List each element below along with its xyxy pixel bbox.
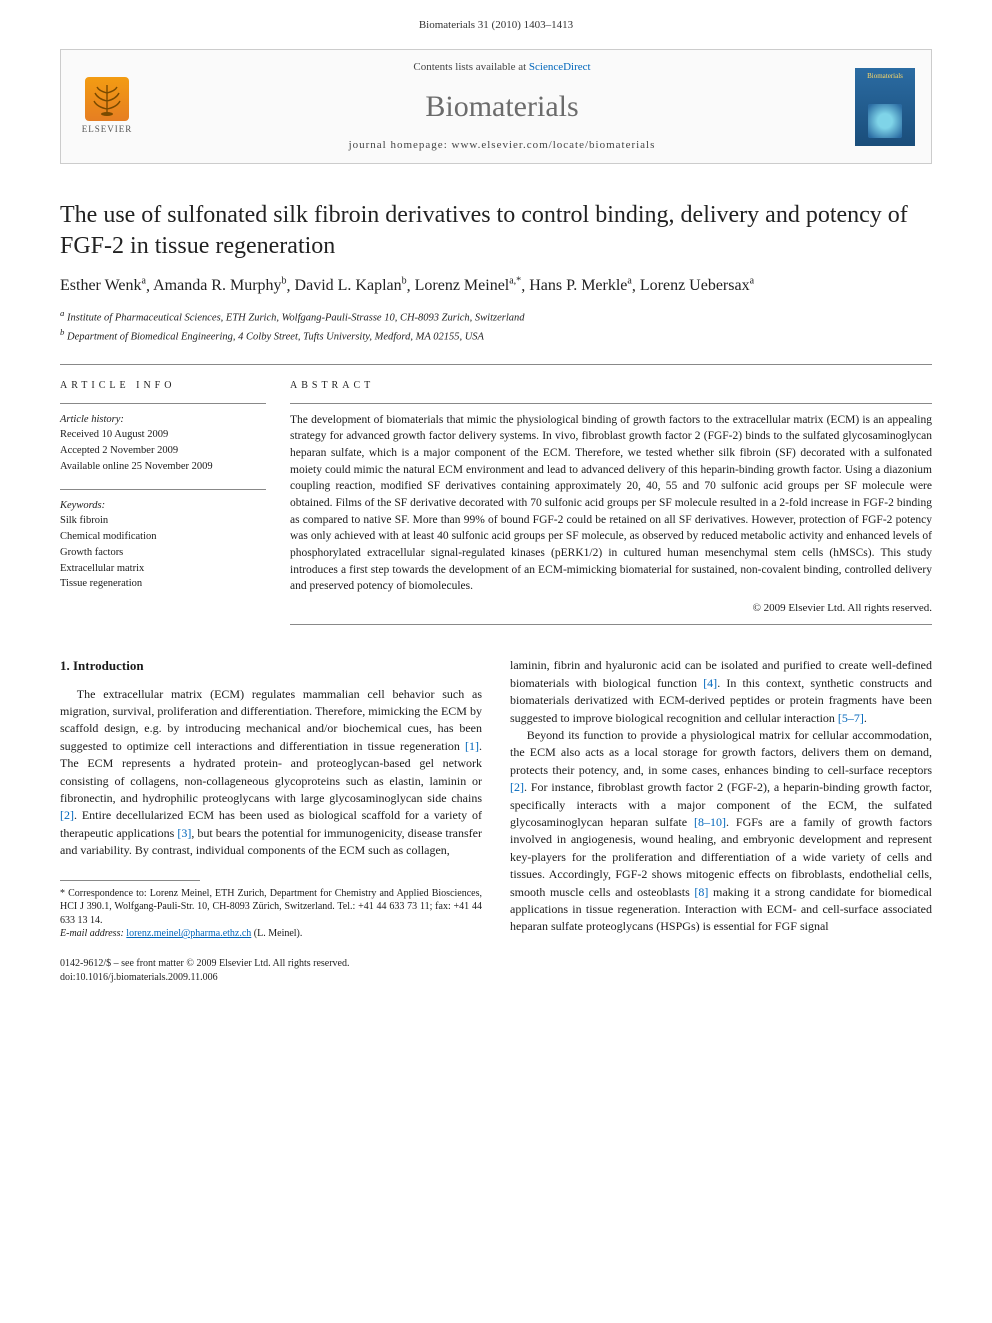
ref-link[interactable]: [1]: [465, 739, 479, 753]
author-list: Esther Wenka, Amanda R. Murphyb, David L…: [60, 275, 932, 298]
homepage-prefix: journal homepage:: [349, 139, 452, 151]
received-date: Received 10 August 2009: [60, 427, 266, 443]
article-info-heading: ARTICLE INFO: [60, 379, 266, 393]
keyword: Tissue regeneration: [60, 576, 266, 592]
corresponding-footnote: * Correspondence to: Lorenz Meinel, ETH …: [60, 887, 482, 928]
body-column-left: 1. Introduction The extracellular matrix…: [60, 657, 482, 940]
intro-para-3: Beyond its function to provide a physiol…: [510, 727, 932, 936]
running-head: Biomaterials 31 (2010) 1403–1413: [0, 0, 992, 41]
keyword: Silk fibroin: [60, 513, 266, 529]
affiliation: a Institute of Pharmaceutical Sciences, …: [60, 307, 932, 326]
abstract-section: ABSTRACT The development of biomaterials…: [290, 365, 932, 626]
ref-link[interactable]: [3]: [177, 826, 191, 840]
author: Lorenz Meinela,*: [415, 277, 522, 294]
accepted-date: Accepted 2 November 2009: [60, 443, 266, 459]
intro-para-1: The extracellular matrix (ECM) regulates…: [60, 686, 482, 860]
elsevier-tree-icon: [85, 77, 129, 121]
journal-banner: ELSEVIER Contents lists available at Sci…: [60, 49, 932, 164]
corr-label: * Correspondence to:: [60, 888, 150, 899]
sciencedirect-link[interactable]: ScienceDirect: [529, 61, 591, 73]
footnote-divider: [60, 880, 200, 881]
homepage-url[interactable]: www.elsevier.com/locate/biomaterials: [452, 139, 656, 151]
author: David L. Kaplanb: [295, 277, 407, 294]
contents-line: Contents lists available at ScienceDirec…: [149, 60, 855, 75]
ref-link[interactable]: [2]: [60, 808, 74, 822]
doi-block: 0142-9612/$ – see front matter © 2009 El…: [60, 957, 932, 985]
abstract-heading: ABSTRACT: [290, 379, 932, 393]
doi-value: doi:10.1016/j.biomaterials.2009.11.006: [60, 971, 932, 985]
keyword: Growth factors: [60, 545, 266, 561]
keyword: Chemical modification: [60, 529, 266, 545]
ref-link[interactable]: [8–10]: [694, 815, 726, 829]
journal-cover-thumb: Biomaterials: [855, 68, 915, 146]
author: Lorenz Uebersaxa: [640, 277, 754, 294]
ref-link[interactable]: [2]: [510, 780, 524, 794]
author: Hans P. Merklea: [529, 277, 632, 294]
author: Amanda R. Murphyb: [153, 277, 286, 294]
elsevier-logo: ELSEVIER: [77, 73, 137, 141]
email-link[interactable]: lorenz.meinel@pharma.ethz.ch: [126, 928, 251, 939]
keywords-label: Keywords:: [60, 498, 266, 514]
email-suffix: (L. Meinel).: [251, 928, 302, 939]
affiliation: b Department of Biomedical Engineering, …: [60, 326, 932, 345]
abstract-body: The development of biomaterials that mim…: [290, 412, 932, 595]
affiliations: a Institute of Pharmaceutical Sciences, …: [60, 307, 932, 345]
introduction-heading: 1. Introduction: [60, 657, 482, 675]
email-label: E-mail address:: [60, 928, 126, 939]
journal-name: Biomaterials: [149, 86, 855, 128]
elsevier-wordmark: ELSEVIER: [82, 123, 133, 136]
keyword: Extracellular matrix: [60, 561, 266, 577]
body-column-right: laminin, fibrin and hyaluronic acid can …: [510, 657, 932, 940]
homepage-line: journal homepage: www.elsevier.com/locat…: [149, 138, 855, 153]
front-matter-line: 0142-9612/$ – see front matter © 2009 El…: [60, 957, 932, 971]
ref-link[interactable]: [8]: [694, 885, 708, 899]
ref-link[interactable]: [5–7]: [838, 711, 864, 725]
article-info-sidebar: ARTICLE INFO Article history: Received 1…: [60, 365, 290, 626]
history-label: Article history:: [60, 412, 266, 428]
article-title: The use of sulfonated silk fibroin deriv…: [60, 200, 932, 262]
abstract-copyright: © 2009 Elsevier Ltd. All rights reserved…: [290, 601, 932, 616]
email-footnote: E-mail address: lorenz.meinel@pharma.eth…: [60, 927, 482, 941]
intro-para-2: laminin, fibrin and hyaluronic acid can …: [510, 657, 932, 727]
author: Esther Wenka: [60, 277, 146, 294]
online-date: Available online 25 November 2009: [60, 459, 266, 475]
ref-link[interactable]: [4]: [703, 676, 717, 690]
cover-label: Biomaterials: [867, 72, 903, 82]
keywords-list: Silk fibroinChemical modificationGrowth …: [60, 513, 266, 592]
contents-prefix: Contents lists available at: [413, 61, 528, 73]
